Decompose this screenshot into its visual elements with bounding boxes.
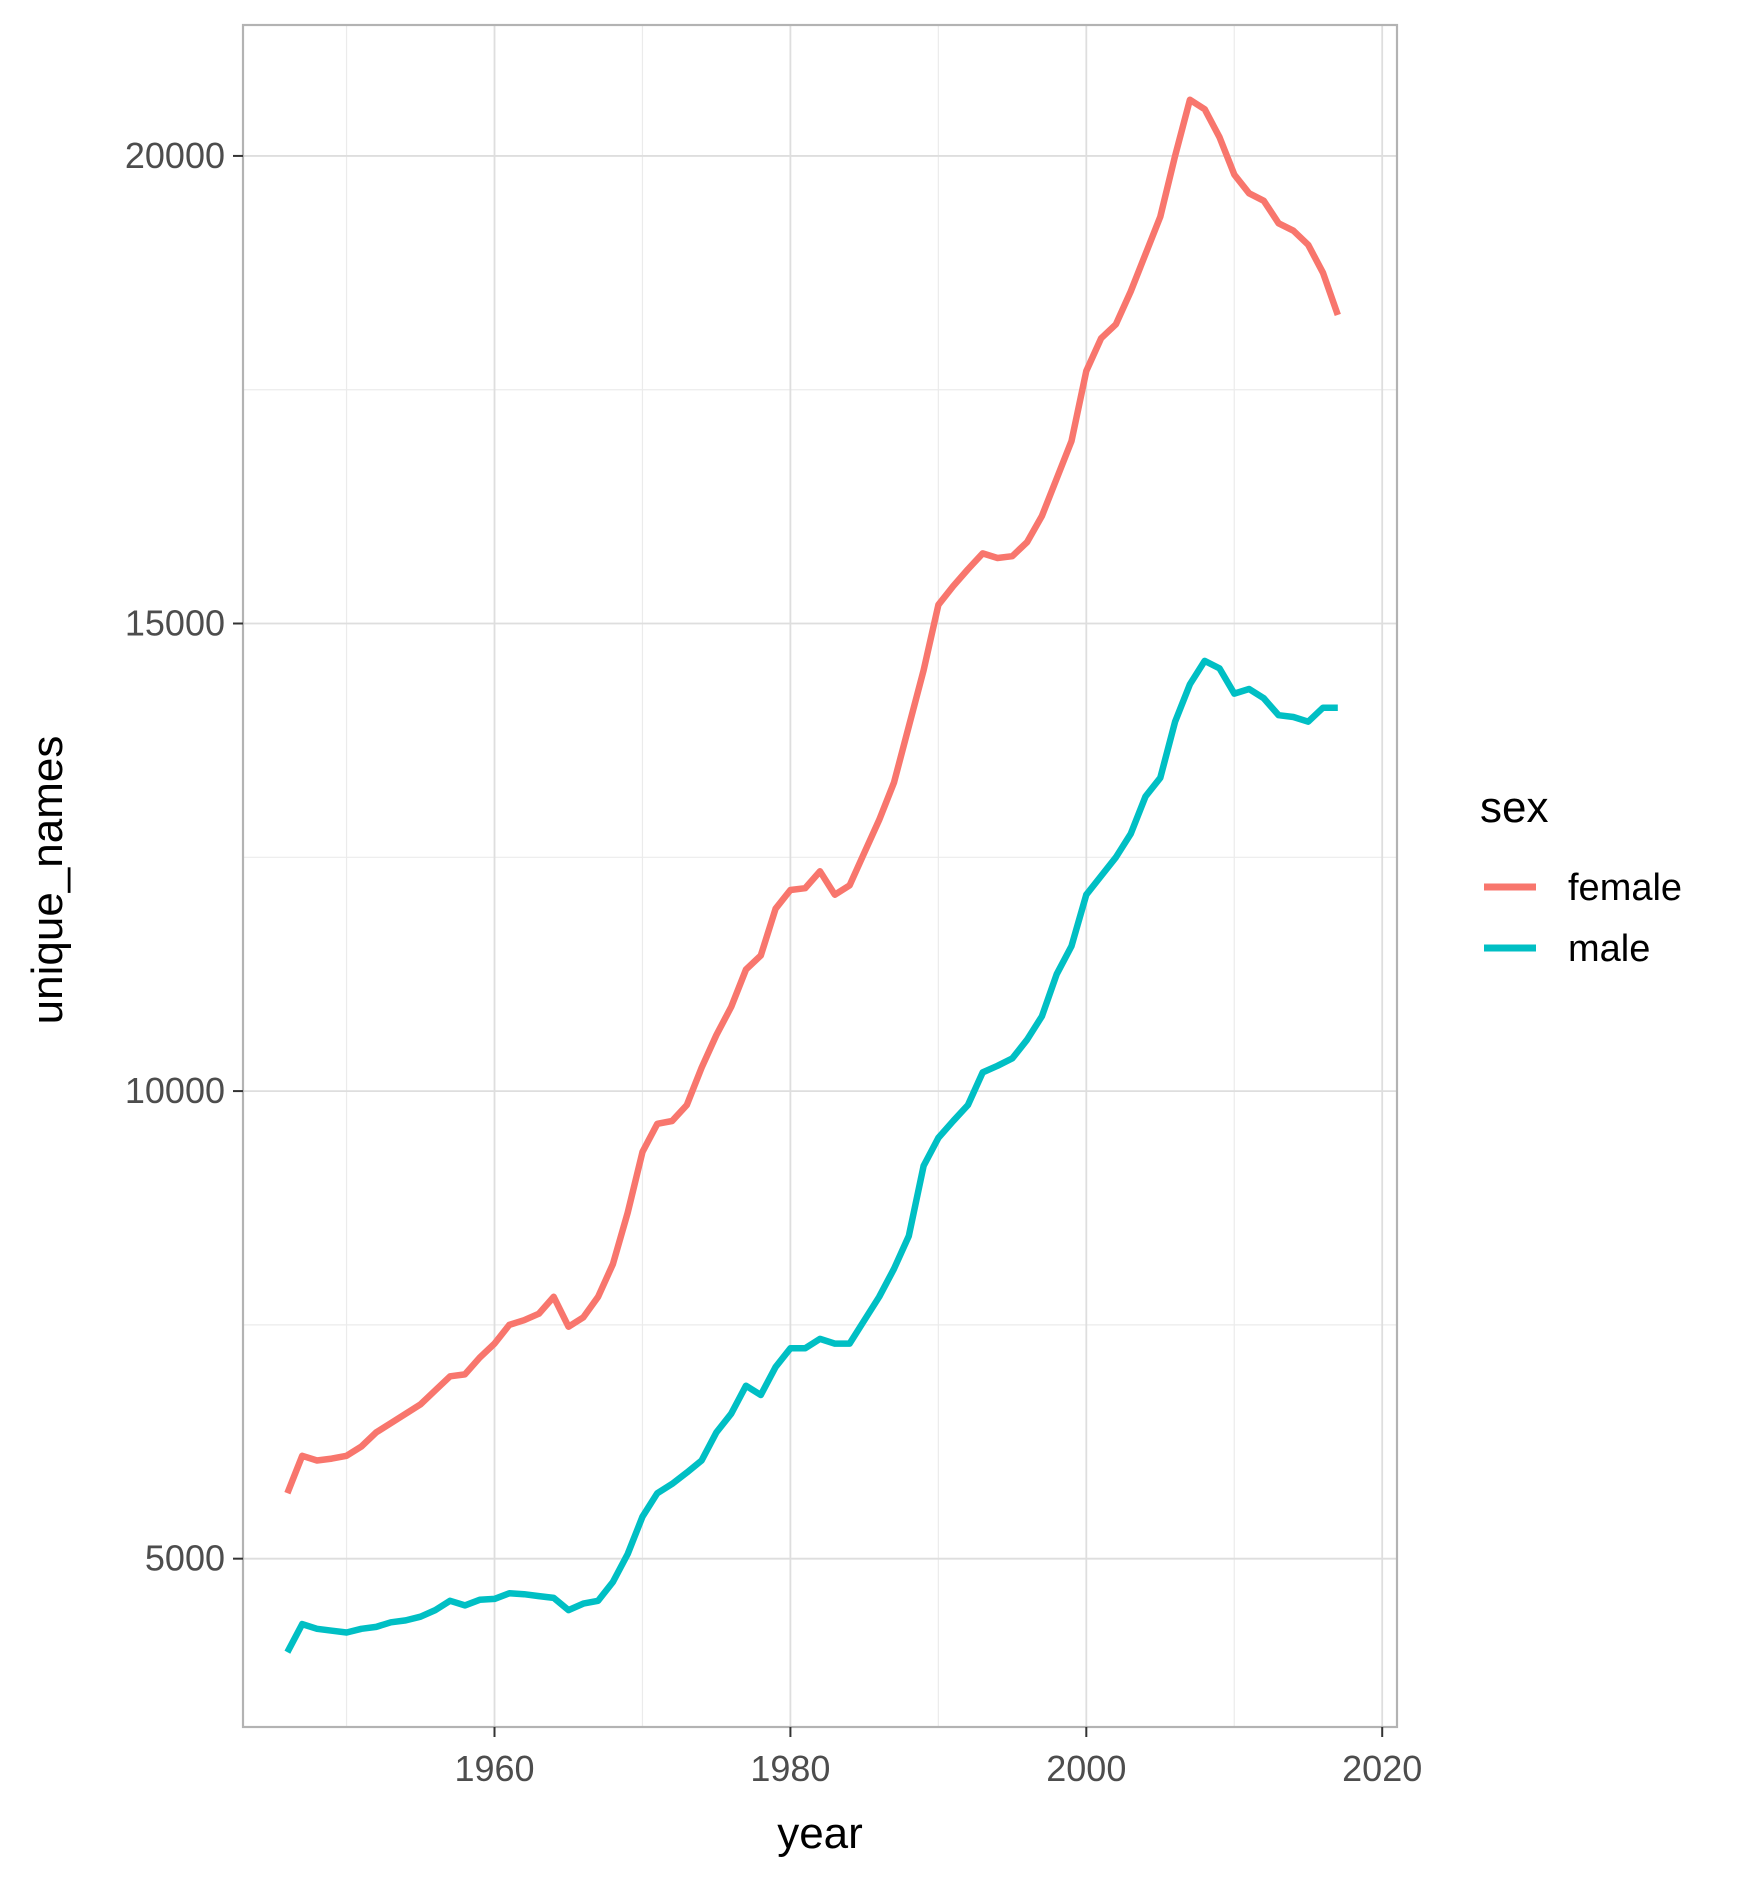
legend-label-female: female: [1568, 867, 1682, 909]
series-line-male: [284, 657, 1338, 1654]
x-tick-label: 2000: [1046, 1748, 1126, 1789]
x-axis: 1960 1980 2000 2020: [454, 1727, 1422, 1789]
y-axis: 5000 10000 15000 20000: [125, 135, 243, 1579]
y-tick-label: 5000: [145, 1538, 225, 1579]
legend-title: sex: [1480, 783, 1548, 832]
legend-label-male: male: [1568, 928, 1650, 970]
y-tick-label: 10000: [125, 1070, 225, 1111]
series-layer: [284, 96, 1341, 1654]
panel-border: [241, 23, 1399, 1729]
grid-minor: [243, 25, 1397, 1727]
series-line-female: [284, 96, 1341, 1495]
legend: sex female male: [1480, 783, 1682, 970]
x-tick-label: 2020: [1342, 1748, 1422, 1789]
x-tick-label: 1960: [454, 1748, 534, 1789]
y-axis-label: unique_names: [23, 736, 72, 1025]
x-axis-label: year: [777, 1809, 863, 1858]
x-tick-label: 1980: [750, 1748, 830, 1789]
y-tick-label: 15000: [125, 603, 225, 644]
grid-major: [243, 25, 1397, 1727]
y-tick-label: 20000: [125, 135, 225, 176]
